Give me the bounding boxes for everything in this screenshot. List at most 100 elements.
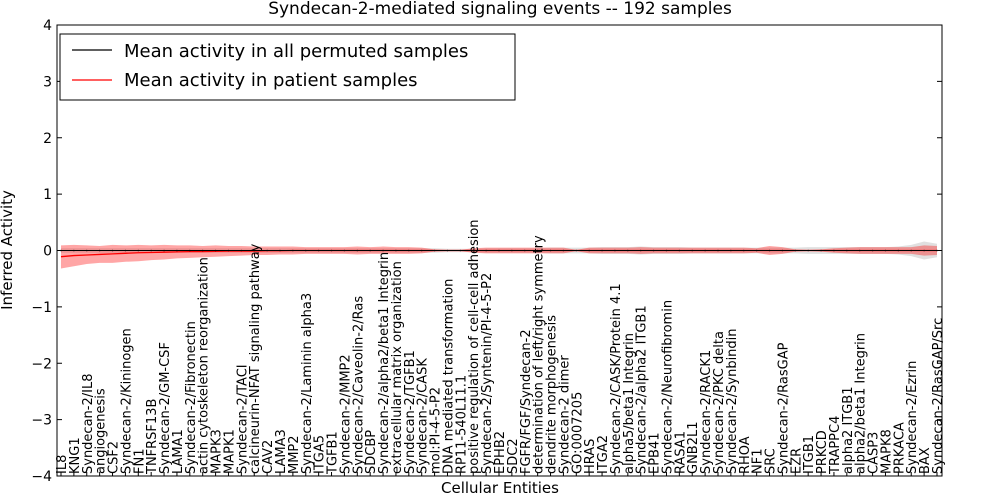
x-tick-label: Syndecan-2/Neurofibromin	[660, 300, 675, 474]
x-tick-label: positive regulation of cell-cell adhesio…	[467, 219, 482, 474]
y-tick-label: 3	[43, 74, 52, 90]
x-tick-label: CSF2	[107, 441, 122, 474]
permuted-point	[807, 249, 809, 252]
x-tick-label: HRAS	[583, 439, 598, 474]
x-tick-label: TNFRSF13B	[145, 399, 160, 475]
permuted-point	[601, 249, 603, 252]
permuted-point	[446, 249, 449, 252]
x-tick-label: SDC2	[506, 438, 521, 474]
x-tick-label: RASA1	[673, 431, 688, 474]
y-axis-label: Inferred Activity	[0, 190, 16, 310]
x-tick-label: ITGB1	[802, 435, 817, 474]
x-tick-label: GO:0007205	[570, 392, 585, 474]
x-tick-label: KNG1	[68, 437, 83, 474]
x-tick-label: Syndecan-2/MMP2	[338, 354, 353, 474]
permuted-point	[588, 249, 590, 252]
x-tick-label: MMP2	[287, 435, 302, 474]
permuted-point	[652, 249, 655, 252]
x-tick-label: Syndecan-2/Synbindin	[725, 328, 740, 474]
permuted-point	[176, 249, 178, 252]
permuted-point	[858, 249, 861, 252]
permuted-point	[575, 249, 578, 252]
x-tick-label: Syndecan-2/IL8	[81, 374, 96, 474]
x-tick-label: angiogenesis	[94, 388, 109, 474]
permuted-point	[846, 249, 848, 252]
permuted-point	[189, 249, 191, 252]
permuted-point	[240, 249, 243, 252]
permuted-point	[498, 249, 500, 252]
permuted-point	[614, 249, 616, 252]
x-tick-label: Syndecan-2/TGFB1	[403, 350, 418, 474]
permuted-point	[214, 249, 217, 252]
permuted-point	[627, 249, 629, 252]
x-tick-label: SDCBP	[364, 430, 379, 474]
x-tick-label: MAPK8	[879, 429, 894, 474]
x-tick-label: actin cytoskeleton reorganization	[197, 257, 212, 474]
chart-title: Syndecan-2-mediated signaling events -- …	[268, 0, 732, 19]
permuted-point	[253, 249, 256, 252]
plot-frame	[56, 24, 943, 477]
x-tick-label: ITGA5	[313, 435, 328, 474]
permuted-point	[794, 249, 797, 252]
permuted-point	[85, 249, 88, 252]
permuted-point	[485, 249, 487, 252]
x-tick-label: Syndecan-2/Caveolin-2/Ras	[351, 296, 366, 474]
x-tick-label: alpha5/beta1 Integrin	[622, 333, 637, 474]
permuted-point	[227, 249, 230, 252]
x-tick-label: mol:PI-4-5-P2	[429, 387, 444, 474]
x-tick-label: Syndecan-2/Fibronectin	[184, 321, 199, 474]
permuted-point	[717, 249, 719, 252]
legend: Mean activity in all permuted samples Me…	[59, 33, 516, 101]
x-tick-label: MAPK3	[210, 429, 225, 474]
x-tick-label: Syndecan-2/alpha2/beta1 Integrin	[377, 252, 392, 474]
permuted-point	[459, 249, 462, 252]
permuted-point	[98, 249, 101, 252]
x-tick-label: EZR	[789, 448, 804, 474]
permuted-point	[730, 249, 732, 252]
x-tick-label: determination of left/right symmetry	[532, 235, 547, 474]
x-tick-label: LAMA1	[171, 429, 186, 474]
permuted-point	[820, 249, 822, 252]
x-tick-label: RP11-540L11.1	[454, 375, 469, 474]
x-tick-label: calcineurin-NFAT signaling pathway	[248, 243, 263, 474]
permuted-point	[279, 249, 281, 252]
x-tick-label: Syndecan-2/CASK/Protein 4.1	[609, 283, 624, 474]
x-tick-label: GNB2L1	[686, 421, 701, 474]
x-tick-label: EPHB2	[493, 431, 508, 474]
y-tick-label: −3	[31, 413, 52, 429]
x-tick-label: FGFR/FGF/Syndecan-2	[519, 329, 534, 474]
x-axis-label: Cellular Entities	[441, 479, 559, 497]
y-tick-label: −4	[31, 469, 52, 485]
x-tick-label: LAMA3	[274, 429, 289, 474]
permuted-point	[111, 249, 114, 252]
x-tick-label: CAV2	[261, 440, 276, 474]
permuted-point	[923, 249, 925, 252]
x-tick-label: FN1	[132, 449, 147, 474]
x-tick-label: Syndecan-2/Kininogen	[119, 328, 134, 474]
permuted-point	[201, 249, 204, 252]
permuted-point	[124, 249, 127, 252]
permuted-point	[330, 249, 333, 252]
x-tick-label: Syndecan-2/TACI	[235, 364, 250, 474]
permuted-point	[897, 249, 900, 252]
x-tick-label: IL8	[55, 455, 70, 474]
permuted-point	[755, 249, 758, 252]
x-tick-label: Syndecan-2/Laminin alpha3	[300, 293, 315, 474]
x-tick-label: PRKCD	[815, 430, 830, 474]
permuted-point	[382, 249, 384, 252]
permuted-point	[408, 249, 410, 252]
x-tick-label: RHOA	[738, 436, 753, 474]
x-tick-label: PRKACA	[892, 422, 907, 474]
permuted-point	[137, 249, 140, 252]
x-tick-label: Syndecan-2/Ezrin	[905, 361, 920, 474]
x-tick-label: CASP3	[867, 432, 882, 474]
permuted-point	[562, 249, 565, 252]
permuted-point	[910, 249, 913, 252]
permuted-point	[304, 249, 307, 252]
x-tick-label: MAPK1	[222, 429, 237, 474]
permuted-point	[691, 249, 694, 252]
permuted-point	[420, 249, 423, 252]
permuted-point	[549, 249, 552, 252]
permuted-point	[884, 249, 887, 252]
